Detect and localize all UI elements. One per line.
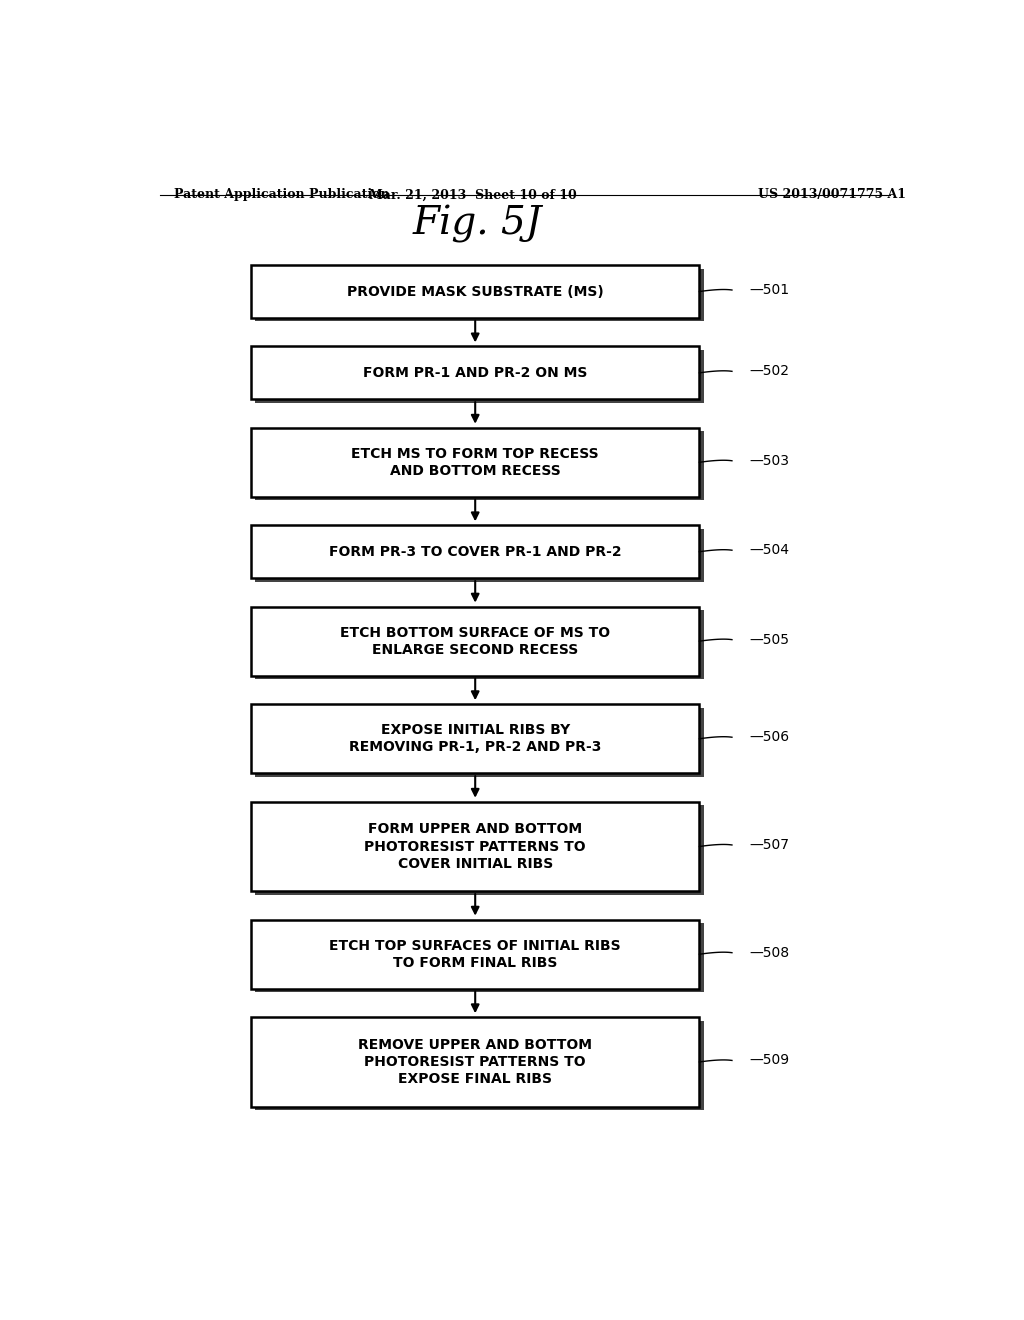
Text: —507: —507 xyxy=(750,838,790,851)
Text: Patent Application Publication: Patent Application Publication xyxy=(174,189,390,202)
Bar xyxy=(251,525,699,578)
Bar xyxy=(255,268,703,322)
Text: —509: —509 xyxy=(750,1053,790,1068)
Bar xyxy=(251,920,699,989)
Text: ETCH MS TO FORM TOP RECESS
AND BOTTOM RECESS: ETCH MS TO FORM TOP RECESS AND BOTTOM RE… xyxy=(351,446,599,478)
Text: —506: —506 xyxy=(750,730,790,744)
Bar xyxy=(255,1020,703,1110)
Bar xyxy=(255,923,703,993)
Text: ETCH BOTTOM SURFACE OF MS TO
ENLARGE SECOND RECESS: ETCH BOTTOM SURFACE OF MS TO ENLARGE SEC… xyxy=(340,626,610,657)
Text: —501: —501 xyxy=(750,282,790,297)
Text: —508: —508 xyxy=(750,945,790,960)
Bar xyxy=(255,350,703,403)
Text: FORM PR-3 TO COVER PR-1 AND PR-2: FORM PR-3 TO COVER PR-1 AND PR-2 xyxy=(329,545,622,558)
Text: FORM PR-1 AND PR-2 ON MS: FORM PR-1 AND PR-2 ON MS xyxy=(364,366,588,380)
Text: —502: —502 xyxy=(750,364,790,379)
Bar xyxy=(255,432,703,500)
Bar xyxy=(255,529,703,582)
Bar xyxy=(251,607,699,676)
Bar xyxy=(255,805,703,895)
Text: PROVIDE MASK SUBSTRATE (MS): PROVIDE MASK SUBSTRATE (MS) xyxy=(347,285,603,298)
Text: EXPOSE INITIAL RIBS BY
REMOVING PR-1, PR-2 AND PR-3: EXPOSE INITIAL RIBS BY REMOVING PR-1, PR… xyxy=(349,723,601,755)
Bar xyxy=(251,704,699,774)
Text: ETCH TOP SURFACES OF INITIAL RIBS
TO FORM FINAL RIBS: ETCH TOP SURFACES OF INITIAL RIBS TO FOR… xyxy=(330,939,621,970)
Bar xyxy=(255,708,703,776)
Text: Mar. 21, 2013  Sheet 10 of 10: Mar. 21, 2013 Sheet 10 of 10 xyxy=(370,189,578,202)
Bar xyxy=(251,801,699,891)
Bar xyxy=(251,265,699,318)
Text: REMOVE UPPER AND BOTTOM
PHOTORESIST PATTERNS TO
EXPOSE FINAL RIBS: REMOVE UPPER AND BOTTOM PHOTORESIST PATT… xyxy=(358,1038,592,1086)
Text: —503: —503 xyxy=(750,454,790,467)
Bar xyxy=(255,610,703,680)
Text: —505: —505 xyxy=(750,632,790,647)
Bar xyxy=(251,428,699,496)
Text: US 2013/0071775 A1: US 2013/0071775 A1 xyxy=(758,189,905,202)
Text: FORM UPPER AND BOTTOM
PHOTORESIST PATTERNS TO
COVER INITIAL RIBS: FORM UPPER AND BOTTOM PHOTORESIST PATTER… xyxy=(365,822,586,871)
Bar xyxy=(251,346,699,399)
Text: Fig. 5J: Fig. 5J xyxy=(413,206,542,243)
Bar xyxy=(251,1018,699,1106)
Text: —504: —504 xyxy=(750,544,790,557)
